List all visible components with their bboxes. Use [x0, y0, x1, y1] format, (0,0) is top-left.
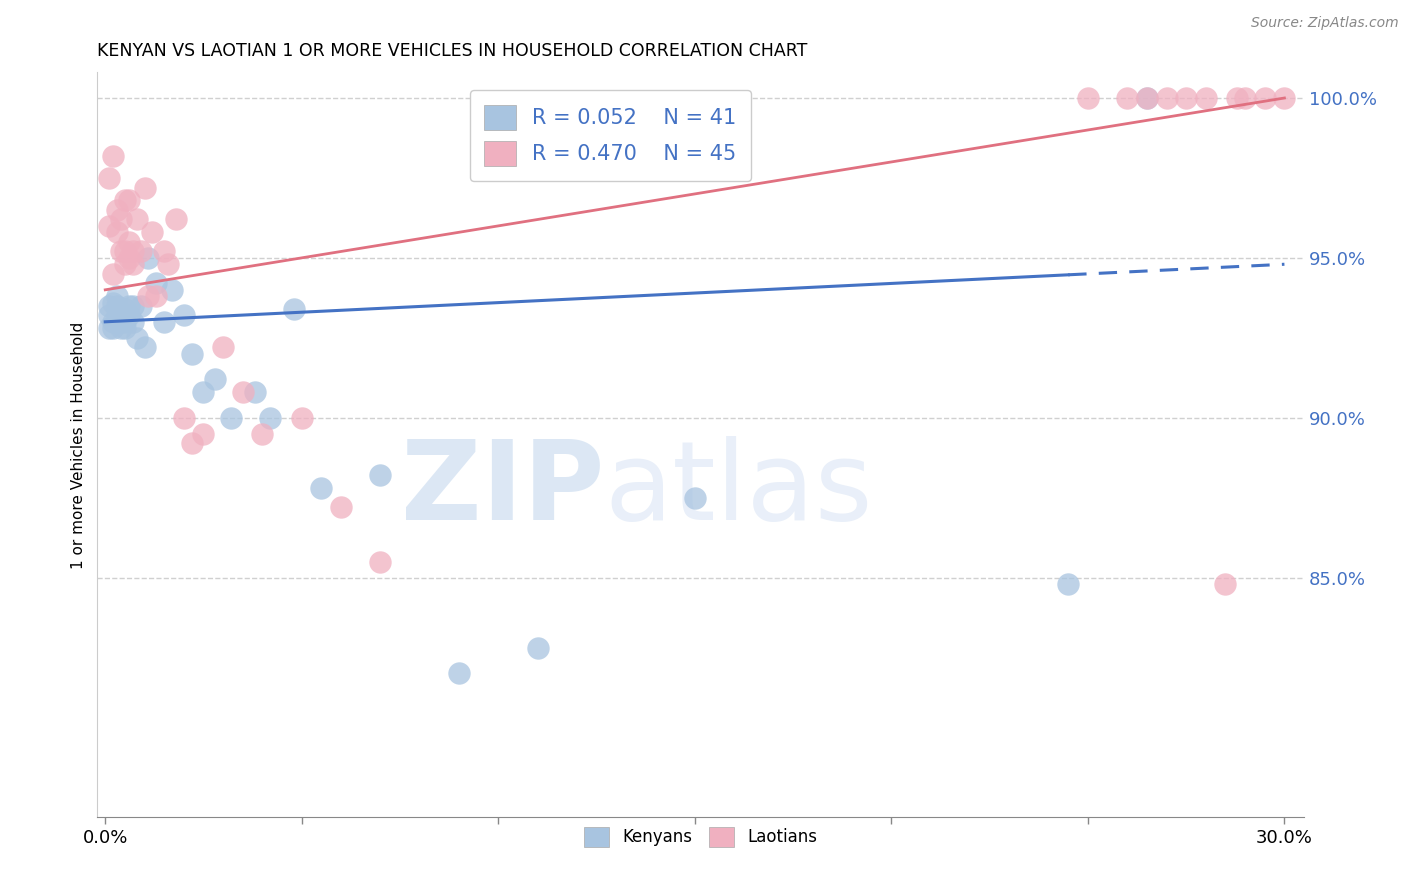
Point: [1175, 91, 1198, 105]
Point: [98, 219, 121, 233]
Point: [101, 148, 124, 162]
Point: [105, 299, 128, 313]
Point: [118, 309, 141, 323]
Point: [110, 244, 132, 259]
Point: [252, 426, 274, 441]
Point: [157, 257, 180, 271]
Point: [259, 410, 281, 425]
Point: [291, 410, 314, 425]
Point: [101, 267, 124, 281]
Point: [1136, 91, 1159, 105]
Text: ZIP: ZIP: [401, 436, 605, 543]
Point: [232, 385, 254, 400]
Point: [1274, 91, 1296, 105]
Point: [1156, 91, 1178, 105]
Point: [1254, 91, 1277, 105]
Point: [110, 315, 132, 329]
Point: [134, 340, 156, 354]
Point: [105, 309, 128, 323]
Point: [330, 500, 353, 515]
Point: [125, 331, 148, 345]
Point: [153, 244, 176, 259]
Y-axis label: 1 or more Vehicles in Household: 1 or more Vehicles in Household: [72, 321, 86, 568]
Legend: Kenyans, Laotians: Kenyans, Laotians: [578, 820, 824, 854]
Point: [110, 309, 132, 323]
Point: [1195, 91, 1218, 105]
Point: [101, 315, 124, 329]
Point: [180, 347, 202, 361]
Point: [121, 244, 143, 259]
Point: [204, 372, 226, 386]
Point: [138, 289, 160, 303]
Point: [121, 299, 143, 313]
Point: [114, 315, 136, 329]
Point: [98, 309, 121, 323]
Point: [447, 666, 470, 681]
Point: [212, 340, 235, 354]
Point: [129, 244, 152, 259]
Point: [173, 410, 195, 425]
Point: [138, 251, 160, 265]
Point: [118, 235, 141, 249]
Point: [114, 321, 136, 335]
Text: Source: ZipAtlas.com: Source: ZipAtlas.com: [1251, 16, 1399, 30]
Point: [110, 321, 132, 335]
Point: [283, 301, 305, 316]
Point: [105, 289, 128, 303]
Point: [141, 225, 163, 239]
Point: [134, 180, 156, 194]
Text: KENYAN VS LAOTIAN 1 OR MORE VEHICLES IN HOUSEHOLD CORRELATION CHART: KENYAN VS LAOTIAN 1 OR MORE VEHICLES IN …: [97, 42, 807, 60]
Point: [1077, 91, 1099, 105]
Point: [165, 212, 187, 227]
Point: [160, 283, 183, 297]
Point: [114, 194, 136, 208]
Point: [110, 212, 132, 227]
Point: [114, 244, 136, 259]
Point: [370, 555, 392, 569]
Point: [118, 194, 141, 208]
Point: [125, 212, 148, 227]
Point: [1226, 91, 1249, 105]
Point: [118, 299, 141, 313]
Point: [153, 315, 176, 329]
Point: [145, 277, 167, 291]
Point: [1136, 91, 1159, 105]
Point: [219, 410, 242, 425]
Point: [114, 257, 136, 271]
Point: [101, 295, 124, 310]
Point: [311, 481, 333, 495]
Point: [1057, 577, 1080, 591]
Point: [98, 170, 121, 185]
Point: [145, 289, 167, 303]
Point: [98, 299, 121, 313]
Point: [101, 321, 124, 335]
Point: [683, 491, 706, 505]
Point: [105, 225, 128, 239]
Point: [526, 640, 548, 655]
Point: [98, 321, 121, 335]
Point: [118, 251, 141, 265]
Point: [1116, 91, 1139, 105]
Point: [370, 468, 392, 483]
Point: [1215, 577, 1237, 591]
Point: [173, 309, 195, 323]
Point: [193, 385, 215, 400]
Point: [121, 315, 143, 329]
Point: [129, 299, 152, 313]
Point: [1234, 91, 1257, 105]
Point: [193, 426, 215, 441]
Point: [114, 301, 136, 316]
Point: [243, 385, 266, 400]
Point: [105, 202, 128, 217]
Text: atlas: atlas: [605, 436, 873, 543]
Point: [121, 257, 143, 271]
Point: [180, 436, 202, 450]
